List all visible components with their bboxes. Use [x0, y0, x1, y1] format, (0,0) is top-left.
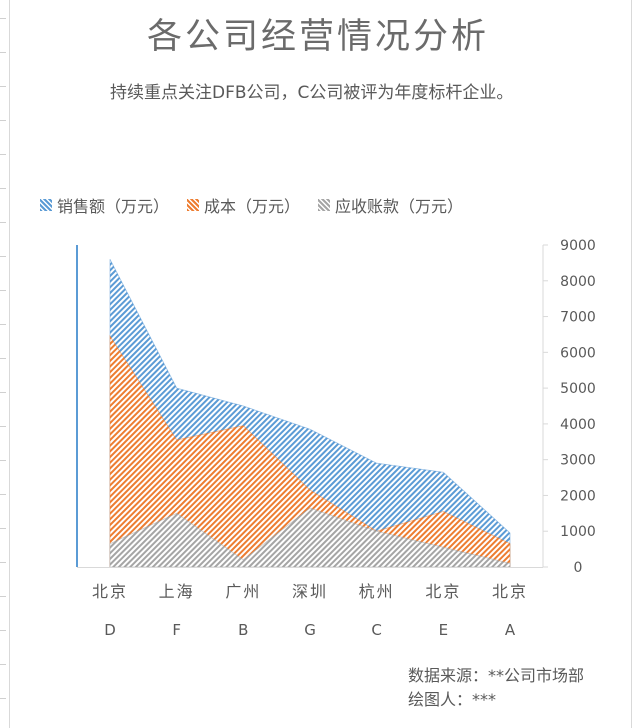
sheet-row-tick: [0, 290, 6, 291]
sheet-row-tick: [0, 630, 6, 631]
x-tick-label-city: 上海: [159, 582, 195, 601]
sheet-row-tick: [0, 120, 6, 121]
labels-layer: 0 1000 2000 3000 4000 5000 6000 7000 8000 9000 北京 上…: [92, 238, 596, 639]
sheet-row-tick: [0, 596, 6, 597]
legend-swatch-sales: [40, 199, 52, 211]
source-note: 数据来源：**公司市场部 绘图人：***: [408, 664, 584, 712]
sheet-row-tick: [0, 562, 6, 563]
chart-title: 各公司经营情况分析: [146, 17, 489, 57]
x-tick-label-city: 杭州: [359, 582, 395, 601]
sheet-row-tick: [0, 460, 6, 461]
legend-item-sales: 销售额（万元）: [40, 193, 169, 217]
sheet-row-tick: [0, 426, 6, 427]
sheet-left-border: [0, 0, 10, 728]
legend-label-cost: 成本（万元）: [204, 197, 301, 216]
y-tick-label: 3000: [560, 453, 596, 469]
legend-swatch-receivables: [318, 199, 331, 211]
x-tick-label-city: 北京: [425, 582, 461, 601]
y-tick-label: 1000: [560, 524, 596, 540]
source-text: 数据来源：**公司市场部: [408, 666, 585, 685]
sheet-row-tick: [0, 222, 6, 223]
chart-legend: 销售额（万元） 成本（万元） 应收账款（万元）: [40, 193, 481, 217]
y-tick-label: 6000: [560, 345, 596, 361]
legend-label-receivables: 应收账款（万元）: [335, 197, 464, 216]
sheet-row-tick: [0, 664, 6, 665]
legend-item-cost: 成本（万元）: [187, 193, 300, 217]
sheet-row-tick: [0, 188, 6, 189]
sheet-right-border: [631, 0, 636, 728]
chart-subtitle: 持续重点关注DFB公司，C公司被评为年度标杆企业。: [110, 83, 514, 103]
sheet-row-tick: [0, 528, 6, 529]
y-tick-label: 4000: [560, 417, 596, 433]
x-tick-label-city: 广州: [225, 582, 261, 601]
sheet-row-tick: [0, 86, 6, 87]
sheet-row-tick: [0, 494, 6, 495]
y-tick-label: 7000: [560, 310, 596, 326]
y-tick-label: 0: [574, 560, 583, 576]
legend-swatch-cost: [187, 199, 200, 211]
sheet-row-tick: [0, 392, 6, 393]
x-tick-label-company: E: [439, 621, 448, 639]
x-tick-label-company: F: [172, 621, 181, 639]
x-tick-label-company: A: [505, 621, 516, 639]
sheet-row-tick: [0, 698, 6, 699]
y-tick-label: 9000: [560, 238, 596, 254]
x-tick-label-company: B: [238, 621, 248, 639]
legend-label-sales: 销售额（万元）: [57, 197, 170, 216]
area-series-cost: [109, 334, 511, 568]
sheet-row-tick: [0, 324, 6, 325]
sheet-row-tick: [0, 256, 6, 257]
sheet-row-tick: [0, 358, 6, 359]
x-tick-label-city: 深圳: [292, 582, 328, 601]
x-tick-label-company: C: [371, 621, 381, 639]
x-tick-label-company: D: [104, 621, 116, 639]
sheet-row-tick: [0, 18, 6, 19]
axes-layer: [76, 244, 548, 568]
areas-layer: [109, 259, 511, 568]
y-tick-label: 8000: [560, 274, 596, 290]
sheet-row-tick: [0, 154, 6, 155]
area-series-receivables: [109, 507, 511, 568]
y-tick-label: 2000: [560, 488, 596, 504]
x-tick-label-city: 北京: [92, 582, 128, 601]
sheet-row-tick: [0, 52, 6, 53]
y-tick-label: 5000: [560, 381, 596, 397]
x-tick-label-city: 北京: [492, 582, 528, 601]
x-tick-label-company: G: [304, 621, 316, 639]
legend-item-receivables: 应收账款（万元）: [318, 193, 463, 217]
author-text: 绘图人：***: [408, 690, 497, 709]
